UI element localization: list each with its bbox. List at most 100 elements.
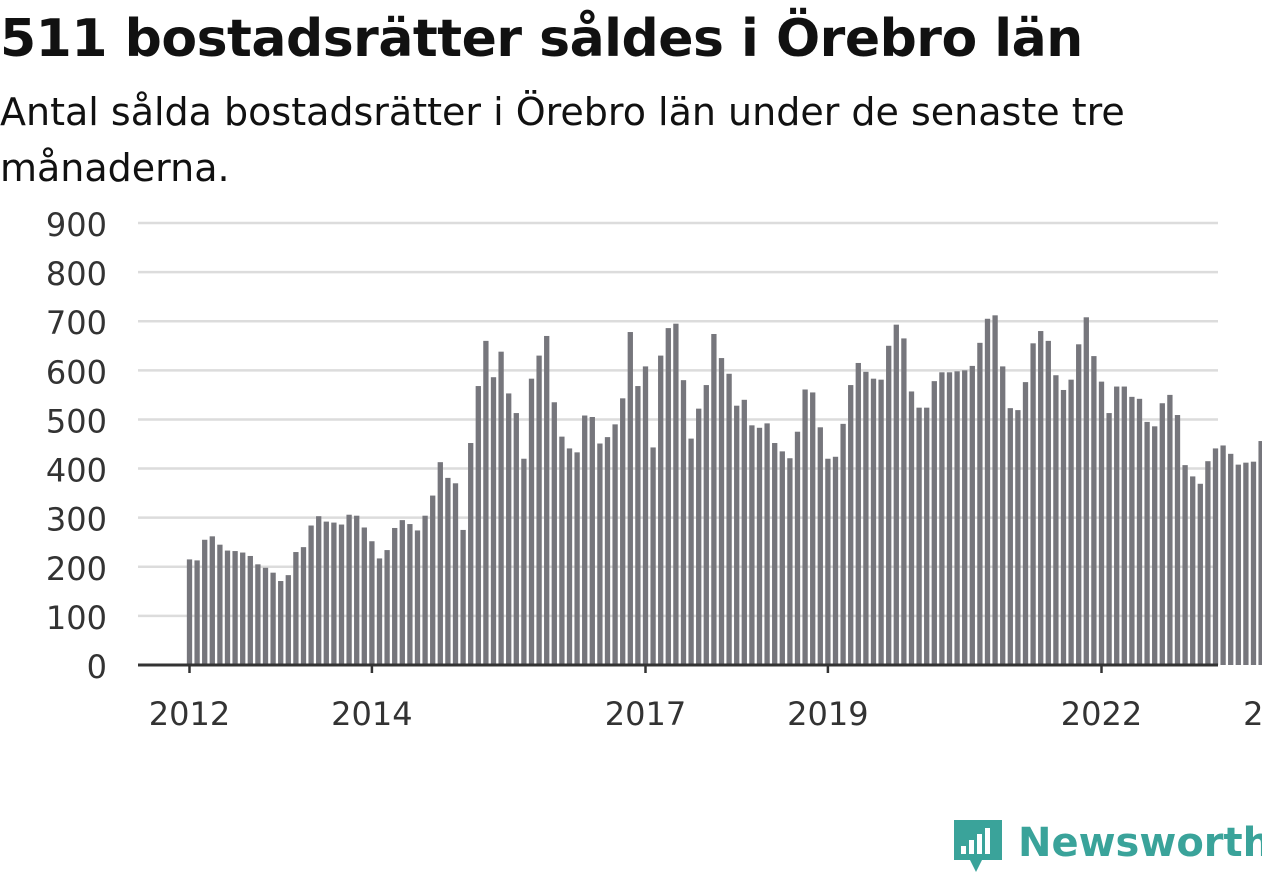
bar xyxy=(688,438,694,665)
x-tick-label: 2024 xyxy=(1243,695,1262,733)
bar xyxy=(863,371,869,665)
bar xyxy=(300,547,307,665)
bar xyxy=(734,405,740,665)
bar xyxy=(711,333,717,665)
bar xyxy=(1091,356,1097,665)
bar xyxy=(832,456,839,665)
bar xyxy=(331,522,337,665)
bar xyxy=(886,345,892,665)
bar xyxy=(1250,461,1257,665)
bar xyxy=(756,427,763,665)
bar xyxy=(392,527,398,665)
bar xyxy=(582,415,588,665)
bar xyxy=(247,555,253,665)
bar xyxy=(1106,413,1112,665)
bar xyxy=(1045,340,1051,665)
bar xyxy=(916,407,922,665)
bar xyxy=(1190,476,1196,665)
y-tick-label: 800 xyxy=(46,255,107,293)
bar xyxy=(696,408,702,665)
bar xyxy=(1159,403,1165,665)
bar xyxy=(650,447,656,665)
chart-subtitle: Antal sålda bostadsrätter i Örebro län u… xyxy=(0,90,1125,190)
bar xyxy=(673,323,679,665)
bar xyxy=(658,355,664,665)
bar xyxy=(726,373,732,665)
bar xyxy=(1129,396,1135,665)
bar xyxy=(323,521,329,665)
bar xyxy=(354,515,360,665)
bar xyxy=(893,324,899,665)
bar xyxy=(483,340,489,665)
bars xyxy=(186,315,1262,665)
bar xyxy=(969,365,975,665)
bar xyxy=(528,378,535,665)
bar xyxy=(604,437,611,665)
bar xyxy=(848,385,854,665)
x-tick-label: 2012 xyxy=(149,695,230,733)
bar xyxy=(620,398,626,665)
bar xyxy=(1152,426,1158,665)
bar xyxy=(680,380,687,665)
bar xyxy=(232,551,238,665)
bar xyxy=(460,529,466,665)
bar xyxy=(901,338,907,665)
bar xyxy=(870,378,877,665)
bar xyxy=(1174,415,1181,665)
bar xyxy=(825,458,831,665)
bar xyxy=(285,575,291,665)
bar xyxy=(855,362,861,665)
bar xyxy=(612,424,618,665)
x-tick-label: 2017 xyxy=(605,695,686,733)
bar xyxy=(1136,398,1143,665)
bar xyxy=(490,377,497,665)
bar xyxy=(642,366,649,665)
brand-name: Newsworthy xyxy=(1018,820,1262,866)
bar xyxy=(430,495,436,665)
bar xyxy=(718,358,725,665)
bar xyxy=(1098,381,1105,665)
bar xyxy=(597,443,603,665)
bar xyxy=(1167,394,1173,665)
bar xyxy=(779,451,785,665)
bar xyxy=(217,544,223,665)
bar xyxy=(202,539,208,665)
bar xyxy=(1038,331,1044,665)
bar xyxy=(878,379,884,665)
y-tick-label: 600 xyxy=(46,353,107,391)
chart-title: 511 bostadsrätter såldes i Örebro län xyxy=(0,9,1083,69)
bar xyxy=(521,458,527,665)
bar xyxy=(772,443,778,665)
bar xyxy=(399,520,405,665)
bar xyxy=(1235,464,1241,665)
bar xyxy=(369,541,375,665)
bar xyxy=(954,371,960,665)
bar xyxy=(437,462,443,665)
bar xyxy=(452,483,459,665)
bar xyxy=(749,425,755,665)
bar xyxy=(1212,448,1219,665)
y-tick-label: 100 xyxy=(46,599,107,637)
bar xyxy=(1182,465,1188,665)
bar xyxy=(536,355,542,665)
bar xyxy=(1220,445,1226,665)
bar xyxy=(1007,408,1013,665)
y-tick-label: 900 xyxy=(46,206,107,244)
newsworthy-bar-chart-logo-icon xyxy=(954,820,1002,872)
bar xyxy=(346,514,352,665)
bar xyxy=(1060,389,1067,665)
bar xyxy=(544,335,550,665)
y-tick-label: 0 xyxy=(87,648,107,686)
bar xyxy=(977,342,983,665)
bar xyxy=(1243,462,1249,665)
bar xyxy=(1121,386,1127,665)
bar xyxy=(407,524,413,665)
bar xyxy=(316,516,322,665)
brand-logo: Newsworthy xyxy=(950,816,1262,880)
x-axis: 2012 2014 2017 2019 2022 2024 xyxy=(138,663,1262,733)
bar xyxy=(293,552,299,665)
bar xyxy=(338,524,345,665)
bar xyxy=(794,431,801,665)
bar xyxy=(764,423,770,665)
